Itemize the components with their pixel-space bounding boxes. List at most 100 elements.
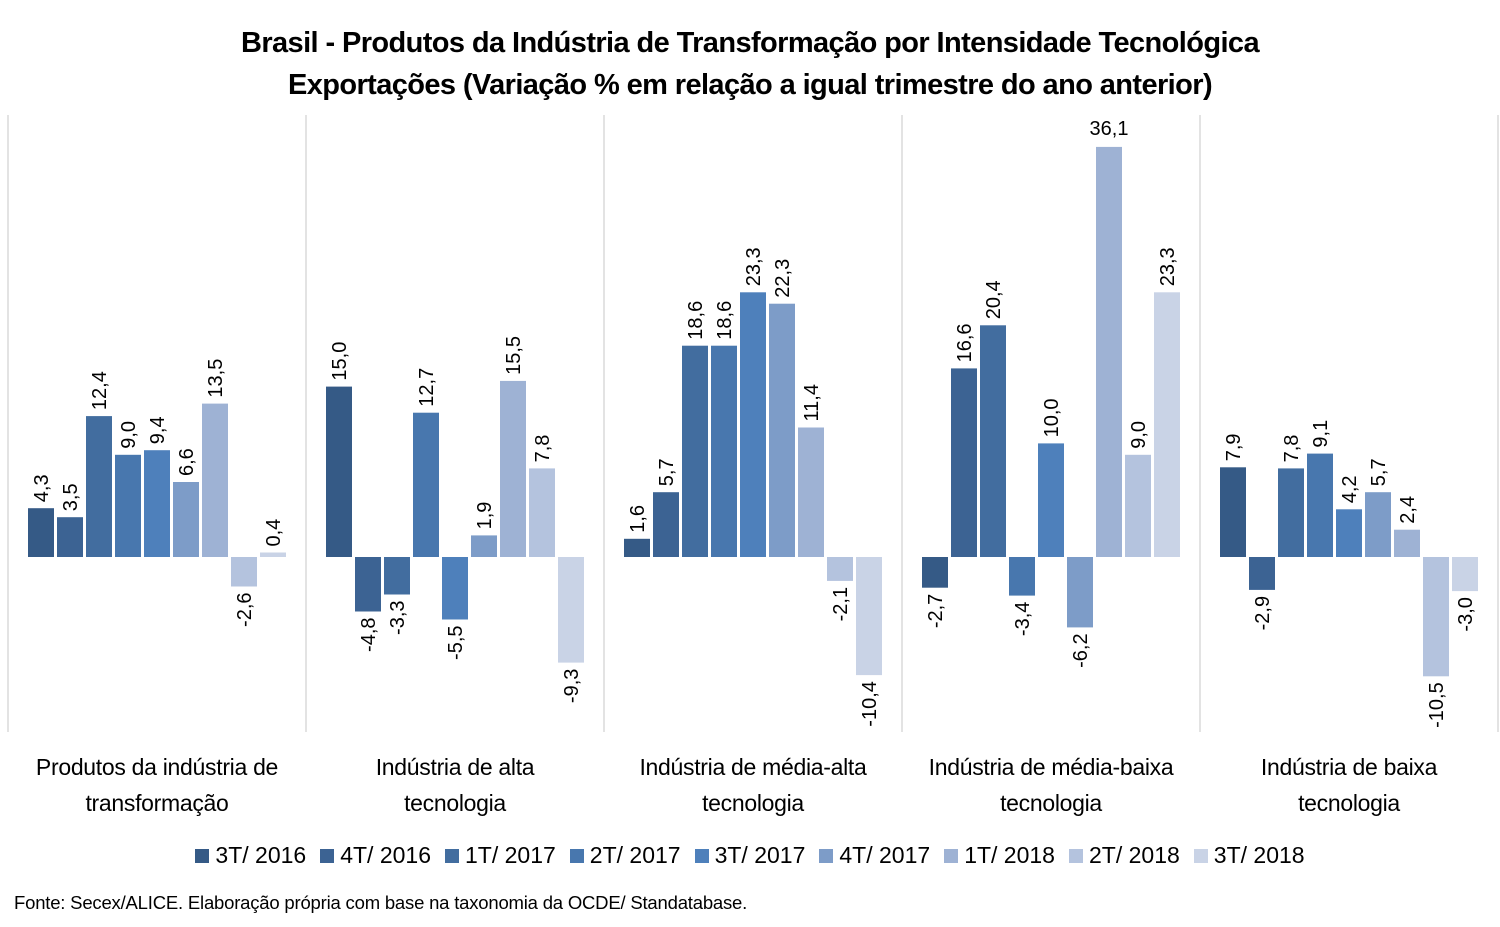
- legend-item: 3T/ 2016: [195, 842, 306, 869]
- category-label-line: Indústria de baixa: [1260, 754, 1438, 780]
- legend-item: 4T/ 2016: [320, 842, 431, 869]
- bar: [922, 557, 948, 588]
- data-label: 7,9: [1223, 433, 1245, 461]
- bar: [355, 557, 381, 612]
- bar: [413, 412, 439, 557]
- data-label: 23,3: [1157, 247, 1179, 286]
- category-label: Indústria de alta tecnologia: [306, 749, 604, 821]
- bar: [827, 557, 853, 581]
- bar: [1009, 557, 1035, 596]
- data-label: -9,3: [561, 669, 583, 703]
- bar: [740, 292, 766, 557]
- data-label: 3,5: [60, 483, 82, 511]
- legend-swatch: [320, 848, 335, 863]
- legend-label: 3T/ 2018: [1213, 842, 1305, 868]
- bar: [951, 368, 977, 557]
- category-label: Indústria de baixa tecnologia: [1200, 749, 1498, 821]
- data-label: -2,9: [1252, 596, 1274, 630]
- data-label: 4,3: [31, 474, 53, 502]
- chart-title: Brasil - Produtos da Indústria de Transf…: [240, 27, 1260, 59]
- data-label: 2,4: [1397, 496, 1419, 524]
- category-label-line: tecnologia: [1298, 790, 1400, 816]
- data-label: -4,8: [358, 618, 380, 652]
- bar: [769, 303, 795, 557]
- data-label: 11,4: [801, 384, 823, 421]
- bar: [653, 492, 679, 557]
- data-label: 20,4: [983, 280, 1005, 319]
- data-label: -10,4: [859, 681, 881, 727]
- data-label: 5,7: [1368, 458, 1390, 486]
- legend: 3T/ 2016 4T/ 2016 1T/ 2017 2T/ 2017 3T/ 2017…: [0, 842, 1500, 869]
- category-label-line: tecnologia: [1000, 790, 1102, 816]
- data-label: 7,8: [1281, 435, 1303, 463]
- bar: [144, 450, 170, 557]
- bar: [1278, 468, 1304, 557]
- bar: [471, 535, 497, 557]
- bar: [682, 345, 708, 557]
- legend-label: 4T/ 2017: [839, 842, 931, 868]
- category-label-line: Indústria de alta: [375, 754, 535, 780]
- bar: [115, 454, 141, 557]
- category-label: Produtos da indústria de transformação: [8, 749, 306, 821]
- legend-swatch: [819, 848, 834, 863]
- bar: [173, 482, 199, 557]
- data-label: 4,2: [1339, 475, 1361, 503]
- bar: [798, 427, 824, 557]
- legend-swatch: [569, 848, 584, 863]
- bar: [1096, 146, 1122, 557]
- data-label: 18,6: [685, 301, 707, 340]
- bar: [558, 557, 584, 663]
- data-label: 36,1: [1090, 118, 1129, 140]
- legend-swatch: [694, 848, 709, 863]
- legend-item: 1T/ 2017: [445, 842, 556, 869]
- data-label: 13,5: [205, 359, 227, 398]
- data-label: -3,4: [1012, 602, 1034, 636]
- bar: [1307, 453, 1333, 557]
- bar: [711, 345, 737, 557]
- data-label: 0,4: [263, 519, 285, 547]
- bar: [1249, 557, 1275, 590]
- data-label: -10,5: [1426, 682, 1448, 728]
- legend-label: 3T/ 2017: [714, 842, 806, 868]
- data-label: -5,5: [445, 626, 467, 660]
- data-label: -6,2: [1070, 633, 1092, 667]
- bar: [28, 508, 54, 557]
- legend-swatch: [195, 848, 210, 863]
- data-label: 7,8: [532, 435, 554, 463]
- legend-item: 2T/ 2017: [569, 842, 681, 869]
- data-label: -3,3: [387, 601, 409, 635]
- bar: [500, 380, 526, 557]
- data-label: -2,6: [234, 593, 256, 627]
- data-label: 18,6: [714, 301, 736, 340]
- data-label: 22,3: [772, 259, 794, 298]
- bar: [1423, 557, 1449, 677]
- legend-swatch: [445, 848, 459, 863]
- legend-label: 2T/ 2017: [589, 842, 681, 868]
- bar: [1125, 454, 1151, 557]
- data-label: -2,7: [925, 594, 947, 628]
- data-label: -2,1: [830, 587, 852, 621]
- legend-swatch: [1068, 848, 1083, 863]
- bar: [202, 403, 228, 557]
- data-label: 15,5: [503, 336, 525, 375]
- data-label: 5,7: [656, 458, 678, 486]
- bar: [1394, 529, 1420, 557]
- bar: [231, 557, 257, 587]
- bar-chart-plot: 4,3 3,5 12,4 9,0 9,4 6,6 13,5 -2,6 0,4 15,0 -4,8 -3…: [7, 115, 1499, 732]
- bar: [1336, 509, 1362, 557]
- legend-item: 4T/ 2017: [819, 842, 930, 869]
- data-label: 16,6: [954, 323, 976, 362]
- data-label: 12,4: [89, 371, 111, 410]
- legend-label: 1T/ 2017: [465, 842, 556, 868]
- data-label: -3,0: [1455, 597, 1477, 631]
- bar: [1154, 292, 1180, 557]
- category-label-line: tecnologia: [404, 790, 506, 816]
- bar: [624, 538, 650, 557]
- category-label-line: Indústria de média-baixa: [928, 754, 1174, 780]
- legend-swatch: [944, 848, 959, 863]
- bar: [384, 557, 410, 595]
- data-label: 1,9: [474, 502, 496, 530]
- bar: [57, 517, 83, 557]
- bar: [442, 557, 468, 620]
- legend-label: 1T/ 2018: [964, 842, 1055, 868]
